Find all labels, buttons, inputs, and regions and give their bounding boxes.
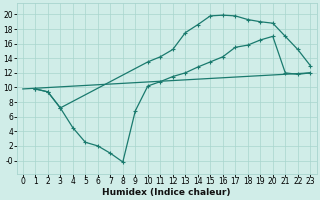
X-axis label: Humidex (Indice chaleur): Humidex (Indice chaleur) (102, 188, 231, 197)
